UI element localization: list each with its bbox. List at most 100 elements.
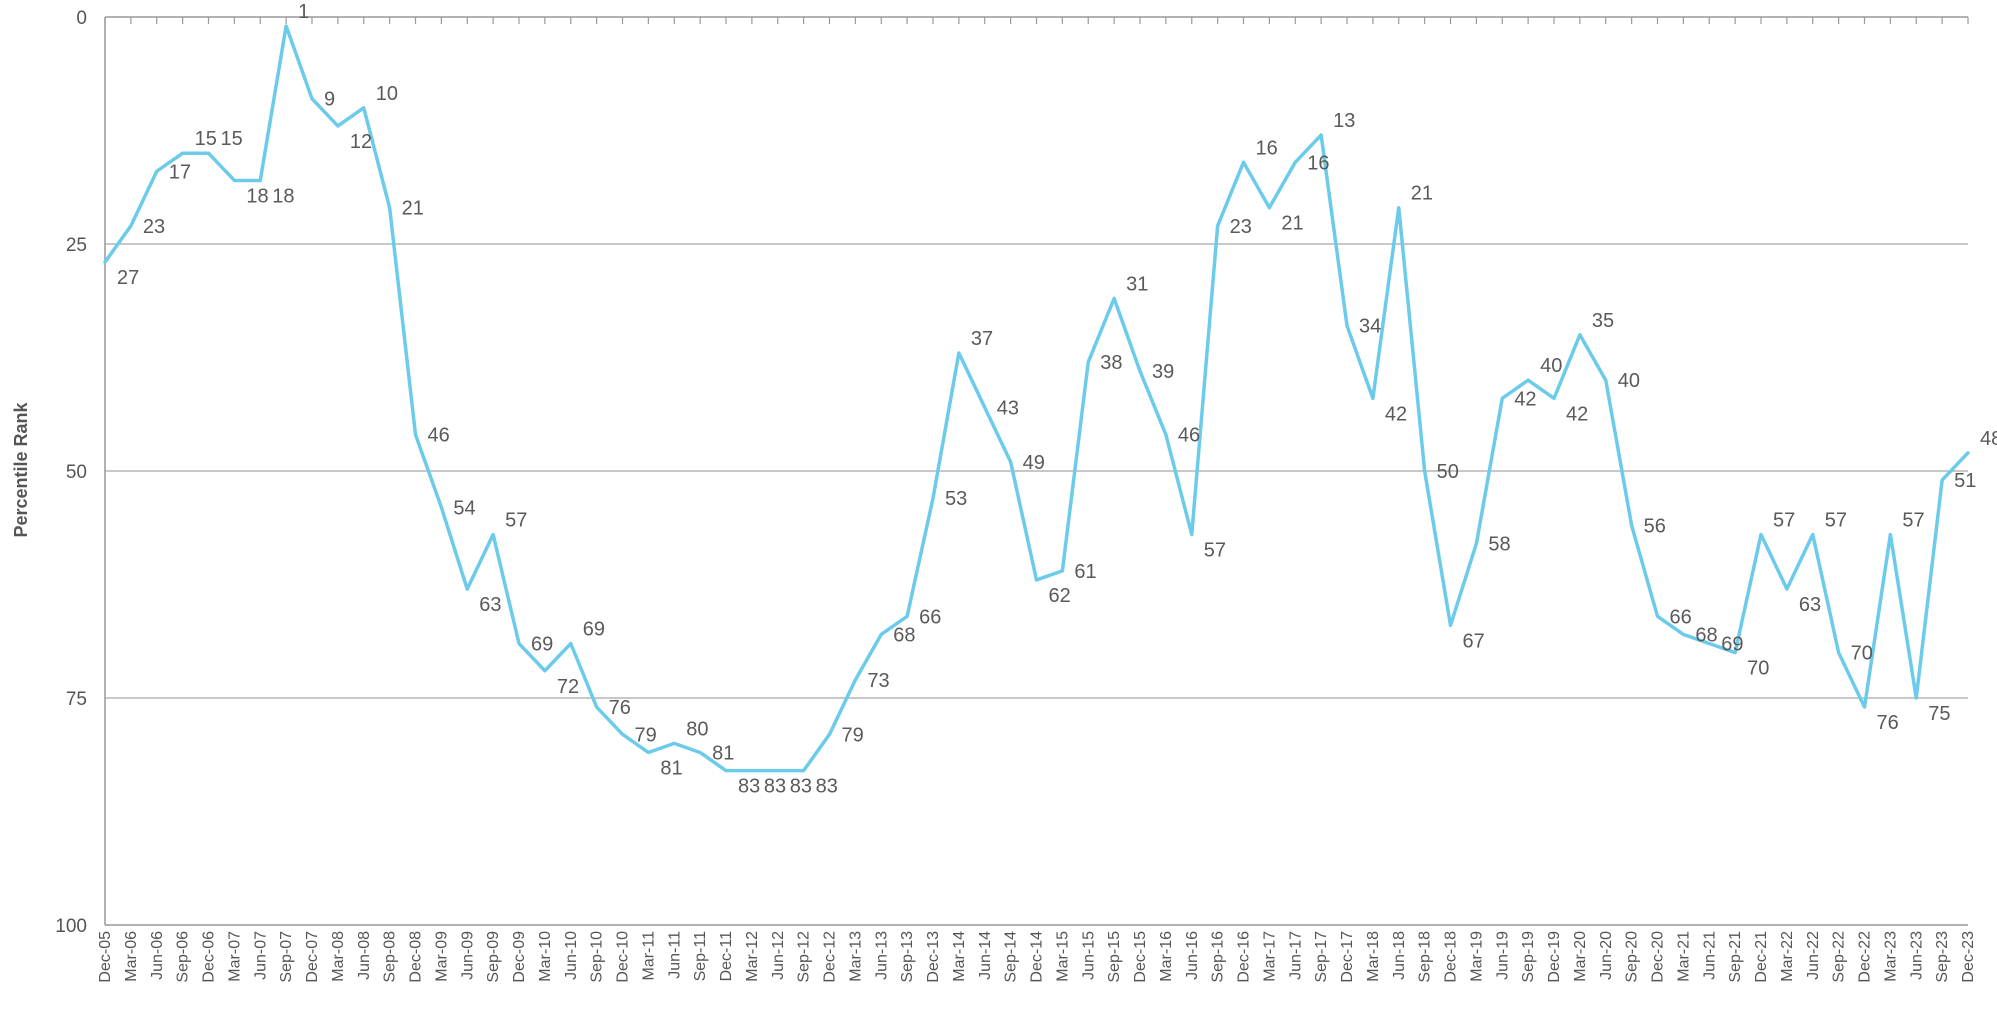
x-tick-label: Jun-18 xyxy=(1391,931,1408,980)
data-label: 53 xyxy=(945,488,967,510)
data-label: 83 xyxy=(738,776,760,798)
data-label: 81 xyxy=(712,742,734,764)
x-tick-label: Sep-21 xyxy=(1727,931,1744,983)
x-tick-label: Dec-22 xyxy=(1857,931,1874,983)
x-tick-label: Mar-06 xyxy=(123,931,140,982)
data-label: 46 xyxy=(1178,425,1200,447)
data-label: 23 xyxy=(1230,216,1252,238)
data-label: 63 xyxy=(479,594,501,616)
data-label: 13 xyxy=(1333,110,1355,132)
x-tick-label: Dec-19 xyxy=(1546,931,1563,983)
x-tick-label: Sep-09 xyxy=(485,931,502,983)
data-label: 40 xyxy=(1618,370,1640,392)
x-tick-label: Mar-18 xyxy=(1365,931,1382,982)
data-label: 35 xyxy=(1592,310,1614,332)
x-tick-label: Jun-08 xyxy=(356,931,373,980)
data-label: 43 xyxy=(997,397,1019,419)
data-label: 73 xyxy=(867,670,889,692)
x-tick-label: Mar-20 xyxy=(1572,931,1589,982)
data-label: 16 xyxy=(1307,152,1329,174)
x-tick-label: Mar-11 xyxy=(640,931,657,981)
data-label: 69 xyxy=(531,634,553,656)
data-label: 75 xyxy=(1928,703,1950,725)
x-tick-label: Sep-16 xyxy=(1210,931,1227,983)
data-label: 57 xyxy=(1825,510,1847,532)
x-tick-label: Sep-06 xyxy=(175,931,192,983)
data-label: 81 xyxy=(660,757,682,779)
x-tick-label: Sep-12 xyxy=(796,931,813,983)
data-label: 69 xyxy=(583,619,605,641)
data-label: 18 xyxy=(272,185,294,207)
data-label: 37 xyxy=(971,328,993,350)
data-label: 18 xyxy=(246,185,268,207)
x-tick-label: Jun-06 xyxy=(149,931,166,980)
x-tick-label: Jun-20 xyxy=(1598,931,1615,980)
data-label: 57 xyxy=(1773,510,1795,532)
x-tick-label: Jun-21 xyxy=(1701,931,1718,980)
x-tick-label: Sep-11 xyxy=(692,931,709,982)
data-label: 9 xyxy=(324,89,335,111)
data-label: 27 xyxy=(117,267,139,289)
x-tick-label: Dec-11 xyxy=(718,931,735,981)
data-label: 12 xyxy=(350,131,372,153)
data-label: 48 xyxy=(1980,428,1997,450)
data-label: 54 xyxy=(453,497,475,519)
data-label: 66 xyxy=(1670,606,1692,628)
x-tick-label: Sep-18 xyxy=(1417,931,1434,983)
data-label: 58 xyxy=(1488,534,1510,556)
data-label: 49 xyxy=(1023,452,1045,474)
x-tick-label: Mar-10 xyxy=(537,931,554,982)
x-tick-label: Jun-22 xyxy=(1805,931,1822,980)
x-tick-label: Mar-09 xyxy=(433,931,450,982)
data-label: 56 xyxy=(1644,515,1666,537)
data-label: 34 xyxy=(1359,316,1381,338)
x-tick-labels: Dec-05 Mar-06 Jun-06 Sep-06 Dec-06 Mar-07 Jun-… xyxy=(97,931,1977,983)
x-tick-label: Jun-12 xyxy=(770,931,787,980)
x-tick-label: Jun-15 xyxy=(1080,931,1097,980)
x-tick-label: Jun-19 xyxy=(1494,931,1511,980)
x-tick-label: Dec-07 xyxy=(304,931,321,983)
x-tick-label: Mar-17 xyxy=(1261,931,1278,982)
data-label: 16 xyxy=(1256,137,1278,159)
data-label: 50 xyxy=(1437,461,1459,483)
data-label: 42 xyxy=(1385,403,1407,425)
x-tick-label: Dec-15 xyxy=(1132,931,1149,983)
data-label: 76 xyxy=(609,697,631,719)
x-tick-label: Dec-06 xyxy=(201,931,218,983)
x-tick-label: Mar-13 xyxy=(847,931,864,982)
x-tick-label: Sep-23 xyxy=(1934,931,1951,983)
x-tick-label: Dec-05 xyxy=(97,931,114,983)
data-label: 21 xyxy=(1281,213,1303,235)
data-label: 68 xyxy=(893,624,915,646)
x-tick-label: Jun-07 xyxy=(252,931,269,980)
data-label: 57 xyxy=(1902,510,1924,532)
y-tick-label: 50 xyxy=(66,462,87,483)
y-tick-label: 25 xyxy=(66,235,87,256)
x-tick-label: Sep-10 xyxy=(589,931,606,983)
data-label: 62 xyxy=(1049,585,1071,607)
data-label: 66 xyxy=(919,606,941,628)
x-tick-label: Mar-16 xyxy=(1158,931,1175,982)
x-tick-label: Jun-09 xyxy=(459,931,476,980)
data-label: 70 xyxy=(1747,658,1769,680)
data-label: 40 xyxy=(1540,355,1562,377)
x-tick-label: Jun-11 xyxy=(666,931,683,979)
data-label: 10 xyxy=(376,83,398,105)
y-tick-label: 75 xyxy=(66,689,87,710)
data-label: 67 xyxy=(1463,630,1485,652)
data-label: 42 xyxy=(1514,388,1536,410)
x-tick-label: Jun-14 xyxy=(977,931,994,980)
data-label: 51 xyxy=(1954,470,1976,492)
x-tick-label: Mar-23 xyxy=(1882,931,1899,982)
data-label: 21 xyxy=(1411,183,1433,205)
x-tick-label: Dec-18 xyxy=(1443,931,1460,983)
x-tick-label: Dec-17 xyxy=(1339,931,1356,983)
data-label: 83 xyxy=(790,776,812,798)
data-label: 70 xyxy=(1851,643,1873,665)
data-label: 1 xyxy=(298,1,309,23)
data-label: 69 xyxy=(1721,634,1743,656)
x-tick-label: Mar-08 xyxy=(330,931,347,982)
x-tick-label: Dec-20 xyxy=(1650,931,1667,983)
data-label: 23 xyxy=(143,216,165,238)
